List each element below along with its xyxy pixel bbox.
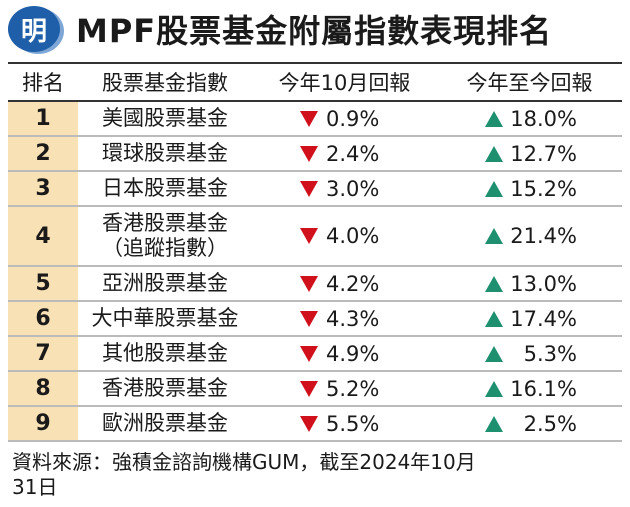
oct-return-value: 3.0% <box>326 176 380 201</box>
table-row: 5 亞洲股票基金 4.2% 13.0% <box>8 266 622 302</box>
oct-return-value: 5.2% <box>326 376 380 401</box>
table-body: 1 美國股票基金 0.9% 18.0% 2 環球股票基金 2.4% 12.7% … <box>8 101 622 442</box>
up-triangle-icon <box>485 345 503 362</box>
oct-return-cell: 3.0% <box>252 171 437 207</box>
up-triangle-icon <box>485 180 503 197</box>
rank-cell: 4 <box>8 206 78 267</box>
fund-name-line1: 香港股票基金 <box>102 211 228 235</box>
ming-pao-logo: 明 <box>8 6 60 52</box>
fund-name: 大中華股票基金 <box>78 301 252 337</box>
ytd-return-cell: 18.0% <box>437 101 622 137</box>
rank-cell: 2 <box>8 136 78 172</box>
up-triangle-icon <box>485 310 503 327</box>
ytd-return-cell: 12.7% <box>437 136 622 172</box>
oct-return-cell: 0.9% <box>252 101 437 137</box>
oct-return-cell: 2.4% <box>252 136 437 172</box>
ytd-return-cell: 21.4% <box>437 206 622 267</box>
down-triangle-icon <box>300 380 318 397</box>
table-header-row: 排名 股票基金指數 今年10月回報 今年至今回報 <box>8 62 622 102</box>
ytd-return-cell: 15.2% <box>437 171 622 207</box>
ytd-return-value: 2.5% <box>523 411 577 436</box>
fund-name-line2: （追蹤指數） <box>102 236 228 260</box>
header-fund: 股票基金指數 <box>78 62 252 102</box>
down-triangle-icon <box>300 228 318 244</box>
fund-name: 香港股票基金 （追蹤指數） <box>78 206 252 267</box>
oct-return-cell: 4.2% <box>252 266 437 302</box>
down-triangle-icon <box>300 275 318 292</box>
ytd-return-cell: 5.3% <box>437 336 622 372</box>
fund-name: 日本股票基金 <box>78 171 252 207</box>
fund-name: 其他股票基金 <box>78 336 252 372</box>
rank-cell: 1 <box>8 101 78 137</box>
oct-return-cell: 4.0% <box>252 206 437 267</box>
rank-cell: 8 <box>8 371 78 407</box>
fund-name: 香港股票基金 <box>78 371 252 407</box>
ytd-return-value: 21.4% <box>510 224 577 248</box>
ytd-return-value: 17.4% <box>510 306 577 331</box>
rank-cell: 5 <box>8 266 78 302</box>
ytd-return-value: 16.1% <box>510 376 577 401</box>
ytd-return-value: 15.2% <box>510 176 577 201</box>
down-triangle-icon <box>300 415 318 432</box>
table-row: 7 其他股票基金 4.9% 5.3% <box>8 336 622 372</box>
oct-return-value: 2.4% <box>326 141 380 166</box>
oct-return-cell: 4.9% <box>252 336 437 372</box>
oct-return-value: 4.2% <box>326 271 380 296</box>
oct-return-cell: 5.2% <box>252 371 437 407</box>
table-row: 9 歐洲股票基金 5.5% 2.5% <box>8 406 622 442</box>
down-triangle-icon <box>300 310 318 327</box>
fund-name: 環球股票基金 <box>78 136 252 172</box>
rank-cell: 9 <box>8 406 78 442</box>
rank-cell: 7 <box>8 336 78 372</box>
table-row: 4 香港股票基金 （追蹤指數） 4.0% 21.4% <box>8 206 622 267</box>
table-row: 2 環球股票基金 2.4% 12.7% <box>8 136 622 172</box>
oct-return-cell: 4.3% <box>252 301 437 337</box>
up-triangle-icon <box>485 415 503 432</box>
table-row: 3 日本股票基金 3.0% 15.2% <box>8 171 622 207</box>
up-triangle-icon <box>485 145 503 162</box>
oct-return-value: 4.3% <box>326 306 380 331</box>
oct-return-value: 4.0% <box>326 224 380 248</box>
table-row: 1 美國股票基金 0.9% 18.0% <box>8 101 622 137</box>
table-row: 6 大中華股票基金 4.3% 17.4% <box>8 301 622 337</box>
fund-name: 歐洲股票基金 <box>78 406 252 442</box>
up-triangle-icon <box>485 228 503 244</box>
down-triangle-icon <box>300 110 318 127</box>
ytd-return-cell: 2.5% <box>437 406 622 442</box>
fund-name: 美國股票基金 <box>78 101 252 137</box>
oct-return-cell: 5.5% <box>252 406 437 442</box>
header-rank: 排名 <box>8 62 78 102</box>
down-triangle-icon <box>300 345 318 362</box>
ranking-table: 排名 股票基金指數 今年10月回報 今年至今回報 1 美國股票基金 0.9% 1… <box>8 62 622 442</box>
rank-cell: 3 <box>8 171 78 207</box>
fund-name: 亞洲股票基金 <box>78 266 252 302</box>
rank-cell: 6 <box>8 301 78 337</box>
header-ytd-return: 今年至今回報 <box>437 62 622 102</box>
table-row: 8 香港股票基金 5.2% 16.1% <box>8 371 622 407</box>
ytd-return-cell: 17.4% <box>437 301 622 337</box>
oct-return-value: 5.5% <box>326 411 380 436</box>
ytd-return-value: 13.0% <box>510 271 577 296</box>
ytd-return-cell: 16.1% <box>437 371 622 407</box>
oct-return-value: 0.9% <box>326 106 380 131</box>
up-triangle-icon <box>485 110 503 127</box>
oct-return-value: 4.9% <box>326 341 380 366</box>
header: 明 MPF股票基金附屬指數表現排名 <box>0 0 630 62</box>
ytd-return-value: 12.7% <box>510 141 577 166</box>
up-triangle-icon <box>485 380 503 397</box>
down-triangle-icon <box>300 180 318 197</box>
ytd-return-value: 5.3% <box>523 341 577 366</box>
header-oct-return: 今年10月回報 <box>252 62 437 102</box>
ytd-return-cell: 13.0% <box>437 266 622 302</box>
source-footnote: 資料來源：強積金諮詢機構GUM，截至2024年10月 31日 <box>12 450 476 499</box>
ytd-return-value: 18.0% <box>510 106 577 131</box>
down-triangle-icon <box>300 145 318 162</box>
up-triangle-icon <box>485 275 503 292</box>
page-title: MPF股票基金附屬指數表現排名 <box>76 12 553 50</box>
